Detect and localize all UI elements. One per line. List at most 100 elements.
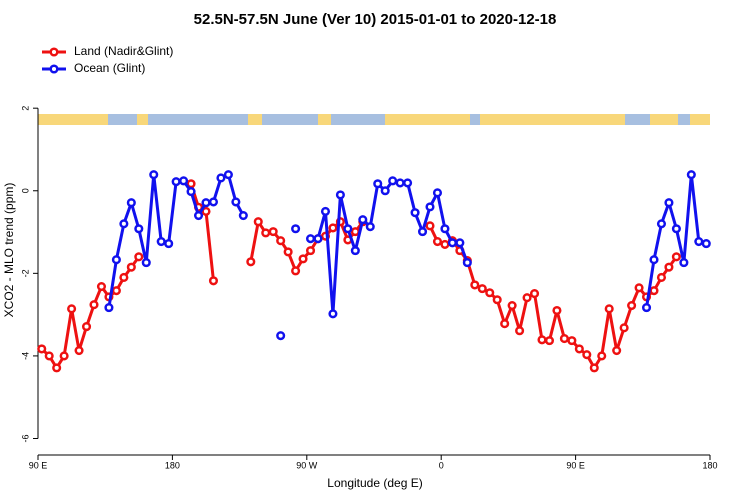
data-point (328, 309, 338, 319)
data-point (149, 170, 159, 180)
data-point (134, 224, 144, 234)
data-point (201, 206, 211, 216)
data-point (216, 173, 226, 183)
data-point (223, 170, 233, 180)
data-point (276, 331, 286, 341)
data-point (179, 176, 189, 186)
series-line (107, 173, 707, 316)
data-point (111, 286, 121, 296)
data-point (634, 283, 644, 293)
x-tick-label: 90 E (566, 460, 585, 470)
data-point (485, 288, 495, 298)
data-point (81, 322, 92, 332)
data-point (44, 351, 54, 361)
data-point (365, 222, 375, 232)
x-tick-label: 180 (165, 460, 180, 470)
data-point (388, 176, 398, 186)
data-point (231, 197, 241, 207)
data-point (649, 255, 659, 265)
data-point (246, 257, 256, 267)
chart-title: 52.5N-57.5N June (Ver 10) 2015-01-01 to … (194, 11, 557, 28)
data-point (582, 350, 592, 360)
data-point (604, 304, 614, 314)
data-point (291, 224, 301, 234)
x-tick-label: 180 (702, 460, 717, 470)
y-tick-label: 0 (20, 188, 30, 193)
data-point (627, 300, 637, 311)
data-point (522, 293, 532, 303)
data-point (89, 300, 99, 310)
data-point (126, 198, 136, 208)
data-point (656, 219, 667, 229)
data-point (119, 272, 129, 283)
data-point (268, 227, 278, 237)
data-point (432, 236, 443, 247)
data-point (350, 227, 360, 237)
data-point (477, 284, 487, 294)
data-point (193, 210, 204, 221)
x-tick-label: 0 (439, 460, 444, 470)
data-point (410, 208, 420, 218)
data-point (567, 336, 577, 346)
data-point (104, 303, 114, 313)
data-point (671, 252, 681, 262)
data-point (74, 345, 84, 356)
data-point (313, 234, 323, 244)
data-point (641, 303, 652, 313)
y-tick-label: -4 (20, 352, 30, 360)
legend-label: Land (Nadir&Glint) (74, 44, 173, 58)
x-tick-label: 90 E (29, 460, 48, 470)
data-point (432, 188, 443, 198)
data-point (559, 334, 569, 344)
data-point (455, 238, 465, 248)
data-point (320, 206, 331, 216)
data-point (395, 178, 405, 188)
legend-marker (49, 64, 59, 74)
y-tick-label: 2 (20, 106, 30, 111)
data-point (694, 236, 704, 247)
data-point (597, 351, 607, 361)
data-point (335, 190, 345, 200)
data-point (664, 198, 674, 208)
series-line (40, 183, 678, 370)
data-point (544, 336, 555, 346)
data-point (37, 344, 47, 354)
data-point (171, 177, 181, 187)
data-point (671, 224, 681, 234)
data-point (238, 210, 248, 221)
data-point (529, 289, 540, 299)
data-point (343, 224, 353, 234)
data-point (686, 170, 696, 180)
y-tick-label: -6 (20, 434, 30, 442)
data-point (291, 266, 301, 276)
data-point (186, 187, 196, 197)
data-point (403, 178, 413, 188)
data-point (552, 305, 562, 316)
legend-marker (49, 47, 59, 57)
data-point (664, 262, 674, 272)
data-point (492, 295, 502, 305)
data-point (417, 227, 428, 237)
data-point (67, 304, 77, 314)
data-point (350, 246, 360, 256)
data-point (440, 239, 450, 249)
data-point (126, 262, 136, 272)
data-point (134, 252, 144, 262)
x-tick-label: 90 W (296, 460, 318, 470)
data-point (358, 215, 368, 225)
map-strip (38, 114, 710, 125)
data-point (373, 179, 383, 189)
data-point (447, 238, 457, 248)
data-point (201, 198, 211, 208)
data-point (164, 239, 174, 249)
data-point (507, 300, 517, 311)
data-point (298, 254, 308, 264)
data-point (119, 219, 129, 229)
data-point (156, 236, 166, 247)
data-point (701, 239, 711, 249)
data-point (276, 236, 286, 246)
data-point (619, 323, 629, 333)
data-point (462, 258, 472, 268)
data-point (253, 217, 263, 227)
